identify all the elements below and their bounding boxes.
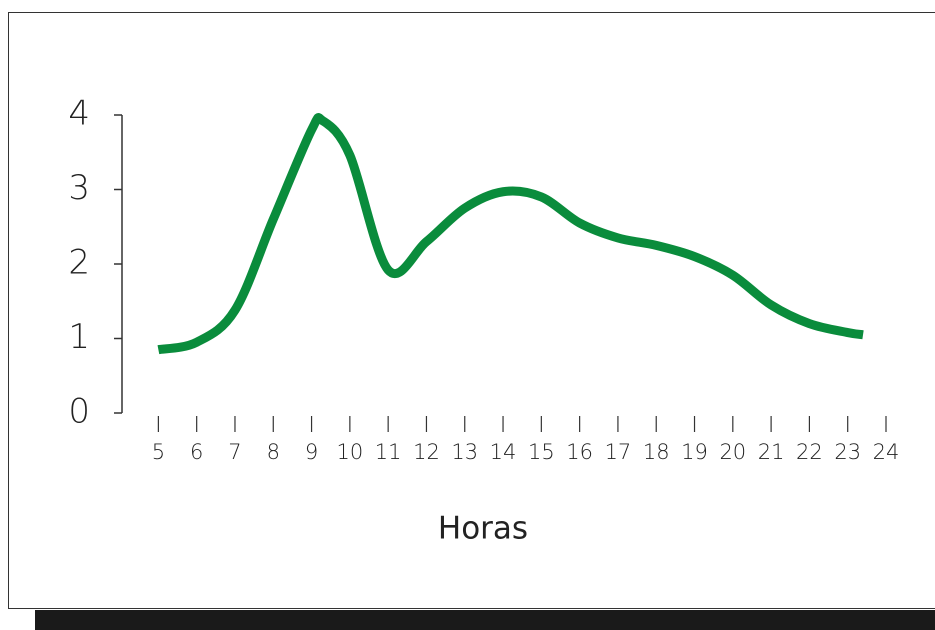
- y-tick-label: 1: [68, 317, 90, 357]
- x-tick-label: 21: [758, 440, 785, 464]
- line-series: [157, 113, 864, 355]
- y-tick-label: 3: [68, 168, 90, 208]
- bottom-bar: [35, 610, 935, 630]
- y-tick-label: 4: [68, 94, 90, 134]
- x-tick-label: 20: [719, 440, 746, 464]
- x-tick-label: 8: [267, 440, 280, 464]
- x-tick-label: 19: [681, 440, 708, 464]
- x-tick-label: 7: [228, 440, 241, 464]
- frame: [8, 12, 935, 609]
- x-tick-label: 22: [796, 440, 823, 464]
- x-tick-label: 12: [413, 440, 440, 464]
- x-tick-label: 14: [490, 440, 517, 464]
- x-tick-label: 11: [375, 440, 402, 464]
- y-tick-label: 2: [68, 243, 90, 283]
- x-tick-label: 10: [336, 440, 363, 464]
- x-tick-label: 15: [528, 440, 555, 464]
- x-tick-label: 16: [566, 440, 593, 464]
- x-tick-label: 6: [190, 440, 203, 464]
- x-tick-label: 18: [643, 440, 670, 464]
- x-tick-label: 9: [305, 440, 318, 464]
- x-tick-label: 5: [152, 440, 165, 464]
- x-tick-label: 23: [834, 440, 861, 464]
- x-tick-label: 13: [451, 440, 478, 464]
- x-axis-label: Horas: [438, 511, 528, 547]
- x-tick-label: 24: [873, 440, 900, 464]
- y-tick-label: 0: [68, 392, 90, 432]
- x-tick-label: 17: [605, 440, 632, 464]
